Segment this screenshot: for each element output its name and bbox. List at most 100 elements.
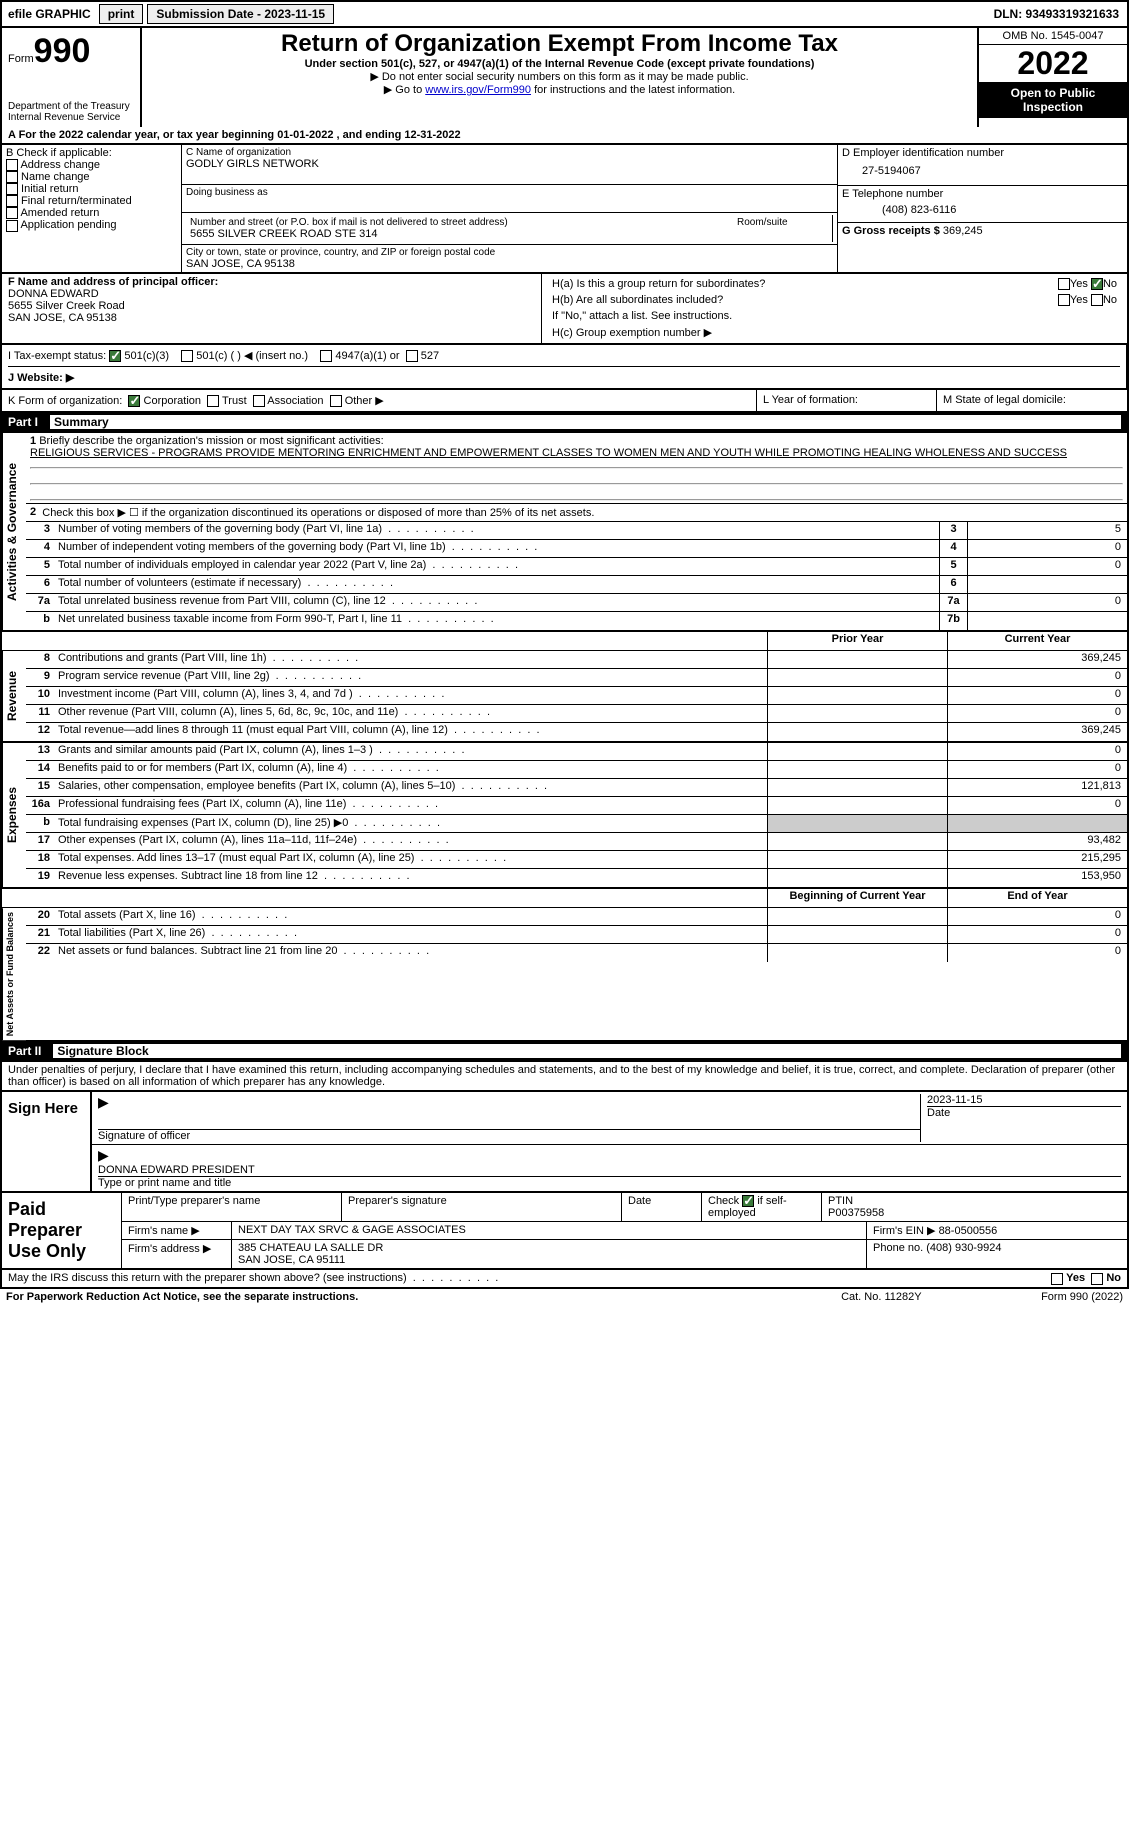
- other-checkbox[interactable]: [330, 395, 342, 407]
- l-label: L Year of formation:: [757, 390, 937, 411]
- paid-preparer-label: Paid Preparer Use Only: [2, 1193, 122, 1268]
- tax-year: 2022: [979, 45, 1127, 82]
- b-checkbox[interactable]: [6, 171, 18, 183]
- q1-label: Briefly describe the organization's miss…: [39, 435, 383, 447]
- cat-no: Cat. No. 11282Y: [841, 1291, 1041, 1303]
- org-info-block: B Check if applicable: Address change Na…: [0, 145, 1129, 274]
- prep-name-label: Print/Type preparer's name: [122, 1193, 342, 1221]
- firm-phone-label: Phone no.: [873, 1242, 923, 1254]
- city-state-zip: SAN JOSE, CA 95138: [186, 258, 833, 270]
- ha-yes-checkbox[interactable]: [1058, 278, 1070, 290]
- officer-addr1: 5655 Silver Creek Road: [8, 300, 535, 312]
- note-ssn: ▶ Do not enter social security numbers o…: [146, 70, 973, 83]
- b-checkbox[interactable]: [6, 220, 18, 232]
- firm-name-label: Firm's name ▶: [122, 1222, 232, 1239]
- org-name-label: C Name of organization: [186, 147, 833, 158]
- hb-no-checkbox[interactable]: [1091, 294, 1103, 306]
- mission-text: RELIGIOUS SERVICES - PROGRAMS PROVIDE ME…: [30, 447, 1067, 459]
- form-subtitle: Under section 501(c), 527, or 4947(a)(1)…: [146, 58, 973, 70]
- firm-addr1: 385 CHATEAU LA SALLE DR: [238, 1242, 383, 1254]
- firm-name: NEXT DAY TAX SRVC & GAGE ASSOCIATES: [232, 1222, 867, 1239]
- form-footer: Form 990 (2022): [1041, 1291, 1123, 1303]
- line-a: A For the 2022 calendar year, or tax yea…: [0, 127, 1129, 145]
- klm-row: K Form of organization: Corporation Trus…: [0, 390, 1129, 413]
- phone-label: E Telephone number: [842, 188, 1123, 200]
- 4947-checkbox[interactable]: [320, 350, 332, 362]
- prep-date-label: Date: [622, 1193, 702, 1221]
- m-label: M State of legal domicile:: [937, 390, 1127, 411]
- org-name: GODLY GIRLS NETWORK: [186, 158, 833, 170]
- gross-receipts-value: 369,245: [943, 225, 983, 237]
- b-checkbox[interactable]: [6, 183, 18, 195]
- firm-ein: 88-0500556: [939, 1225, 998, 1237]
- vlabel-expenses: Expenses: [2, 743, 26, 887]
- ptin-label: PTIN: [828, 1195, 853, 1207]
- col-headers: Prior Year Current Year: [0, 632, 1129, 651]
- addr-label: Number and street (or P.O. box if mail i…: [190, 217, 729, 228]
- hc-label: H(c) Group exemption number ▶: [548, 324, 1121, 341]
- ha-no-checkbox[interactable]: [1091, 278, 1103, 290]
- form-label: Form: [8, 53, 34, 65]
- gross-receipts-label: G Gross receipts $: [842, 225, 940, 237]
- phone-value: (408) 823-6116: [842, 200, 1123, 220]
- firm-addr-label: Firm's address ▶: [122, 1240, 232, 1268]
- open-inspection: Open to Public Inspection: [979, 82, 1127, 118]
- form-title: Return of Organization Exempt From Incom…: [146, 30, 973, 58]
- form-number: 990: [34, 32, 91, 70]
- vlabel-net: Net Assets or Fund Balances: [2, 908, 26, 1040]
- officer-label: F Name and address of principal officer:: [8, 276, 218, 288]
- tax-status-row: I Tax-exempt status: 501(c)(3) 501(c) ( …: [0, 345, 1129, 390]
- sign-here-label: Sign Here: [2, 1092, 92, 1191]
- b-checkbox[interactable]: [6, 207, 18, 219]
- ein-value: 27-5194067: [842, 159, 1123, 183]
- self-employed-checkbox[interactable]: [742, 1195, 754, 1207]
- form-header: Form990 Department of the Treasury Inter…: [0, 28, 1129, 127]
- may-yes-checkbox[interactable]: [1051, 1273, 1063, 1285]
- ein-label: D Employer identification number: [842, 147, 1123, 159]
- officer-block: F Name and address of principal officer:…: [0, 274, 1129, 345]
- q2-label: Check this box ▶ ☐ if the organization d…: [42, 506, 594, 519]
- trust-checkbox[interactable]: [207, 395, 219, 407]
- end-year-header: End of Year: [947, 889, 1127, 907]
- firm-ein-label: Firm's EIN ▶: [873, 1225, 936, 1237]
- may-discuss-text: May the IRS discuss this return with the…: [8, 1272, 407, 1284]
- current-year-header: Current Year: [947, 632, 1127, 650]
- part2-header: Part II Signature Block: [0, 1042, 1129, 1062]
- hb-yes-checkbox[interactable]: [1058, 294, 1070, 306]
- print-name-label: Type or print name and title: [98, 1176, 1121, 1189]
- officer-name: DONNA EDWARD: [8, 288, 535, 300]
- assoc-checkbox[interactable]: [253, 395, 265, 407]
- hb-note: If "No," attach a list. See instructions…: [548, 308, 1121, 324]
- 501c3-checkbox[interactable]: [109, 350, 121, 362]
- penalty-text: Under penalties of perjury, I declare th…: [0, 1062, 1129, 1092]
- omb-number: OMB No. 1545-0047: [979, 28, 1127, 45]
- prior-year-header: Prior Year: [767, 632, 947, 650]
- irs-link[interactable]: www.irs.gov/Form990: [425, 84, 531, 96]
- sig-officer-label: Signature of officer: [98, 1129, 920, 1142]
- sig-date-label: Date: [927, 1106, 1121, 1119]
- b-checkbox[interactable]: [6, 195, 18, 207]
- part1-header: Part I Summary: [0, 413, 1129, 433]
- net-headers: Beginning of Current Year End of Year: [0, 889, 1129, 908]
- room-label: Room/suite: [737, 217, 828, 228]
- b-checkbox[interactable]: [6, 159, 18, 171]
- prep-sig-label: Preparer's signature: [342, 1193, 622, 1221]
- corp-checkbox[interactable]: [128, 395, 140, 407]
- top-bar: efile GRAPHIC print Submission Date - 20…: [0, 0, 1129, 28]
- may-no-checkbox[interactable]: [1091, 1273, 1103, 1285]
- vlabel-revenue: Revenue: [2, 651, 26, 741]
- 501c-checkbox[interactable]: [181, 350, 193, 362]
- print-button[interactable]: print: [99, 4, 144, 24]
- j-label: J Website: ▶: [8, 372, 74, 384]
- efile-label: efile GRAPHIC: [2, 5, 97, 23]
- net-assets-section: Net Assets or Fund Balances 20Total asse…: [0, 908, 1129, 1042]
- dba-label: Doing business as: [186, 187, 833, 198]
- ha-label: H(a) Is this a group return for subordin…: [552, 278, 765, 290]
- expenses-section: Expenses 13Grants and similar amounts pa…: [0, 743, 1129, 889]
- may-discuss-row: May the IRS discuss this return with the…: [0, 1270, 1129, 1288]
- note-link: ▶ Go to www.irs.gov/Form990 for instruct…: [146, 83, 973, 96]
- k-label: K Form of organization:: [8, 395, 122, 407]
- 527-checkbox[interactable]: [406, 350, 418, 362]
- section-b-header: B Check if applicable:: [6, 147, 177, 159]
- paid-preparer-block: Paid Preparer Use Only Print/Type prepar…: [0, 1193, 1129, 1270]
